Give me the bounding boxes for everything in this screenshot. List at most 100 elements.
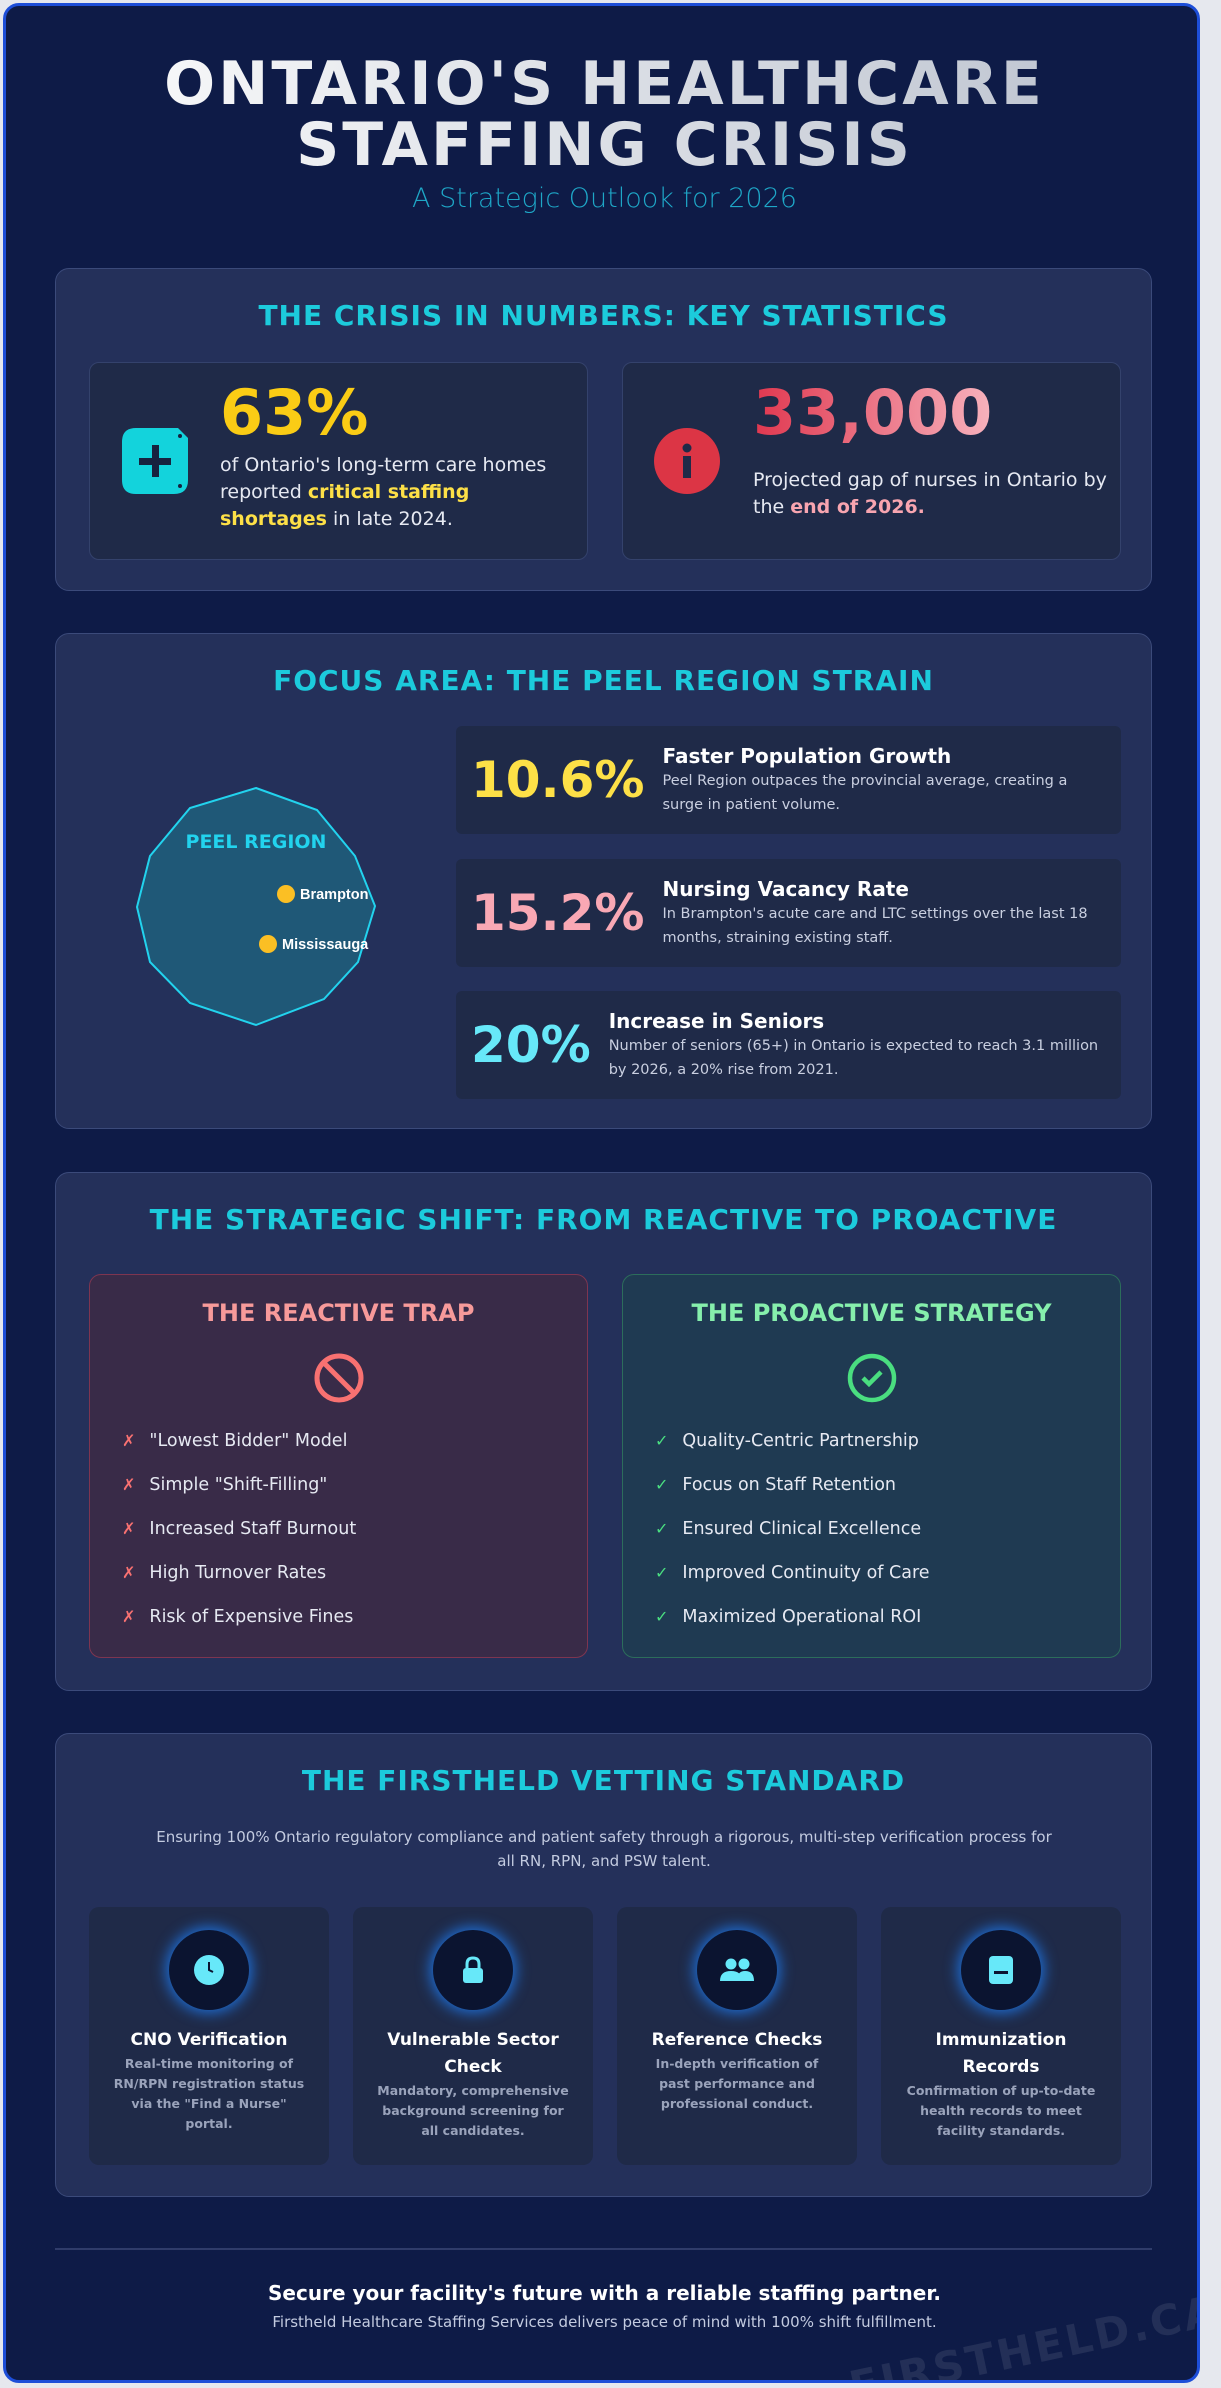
- list-item: ✗ Risk of Expensive Fines: [122, 1605, 353, 1629]
- stat-text: In Brampton's acute care and LTC setting…: [662, 905, 1088, 946]
- step-body: CNO Verification Real-time monitoring of …: [109, 2027, 309, 2134]
- region-shape: [135, 786, 377, 1027]
- section-heading: THE STRATEGIC SHIFT: FROM REACTIVE TO PR…: [149, 1203, 1058, 1236]
- icon: [122, 428, 188, 494]
- stat-text: of Ontario's long-term care homes report…: [220, 452, 580, 533]
- stat-item: 15.2% Nursing Vacancy Rate In Brampton's a…: [456, 858, 1121, 967]
- step-card: Reference Checks In-depth verification of…: [617, 1907, 857, 2165]
- proactive-box: THE PROACTIVE STRATEGY ✓ Quality-Centric …: [622, 1274, 1121, 1658]
- step-text: Real-time monitoring of RN/RPN registrat…: [113, 2056, 305, 2131]
- marker: ✗: [122, 1519, 136, 1538]
- step-card: Vulnerable Sector Check Mandatory, compre…: [353, 1907, 593, 2165]
- city-dot: [277, 885, 295, 903]
- highlight: end of 2026.: [790, 496, 925, 518]
- icon: [847, 1353, 897, 1403]
- text: in late 2024.: [326, 508, 453, 530]
- stat-value: 33,000: [753, 376, 993, 449]
- peel-section: FOCUS AREA: THE PEEL REGION STRAIN PEEL …: [55, 633, 1152, 1129]
- marker: ✓: [655, 1431, 669, 1450]
- step-title: Immunization Records: [935, 2030, 1067, 2077]
- step-body: Vulnerable Sector Check Mandatory, compre…: [373, 2027, 573, 2141]
- map-label: PEEL REGION: [186, 831, 327, 853]
- stat-item: 20% Increase in Seniors Number of seniors …: [456, 991, 1121, 1099]
- marker: ✓: [655, 1519, 669, 1538]
- step-icon: [961, 1930, 1041, 2010]
- step-text: Mandatory, comprehensive background scre…: [377, 2083, 569, 2138]
- list-text: Quality-Centric Partnership: [682, 1431, 919, 1451]
- stat-body: Increase in Seniors Number of seniors (65…: [609, 1008, 1121, 1082]
- list-text: "Lowest Bidder" Model: [149, 1431, 348, 1451]
- shift-section: THE STRATEGIC SHIFT: FROM REACTIVE TO PR…: [55, 1172, 1152, 1691]
- stat-body: Faster Population Growth Peel Region outp…: [662, 743, 1121, 817]
- marker: ✓: [655, 1563, 669, 1582]
- stat-value: 63%: [220, 376, 369, 449]
- step-icon: [433, 1930, 513, 2010]
- marker: ✗: [122, 1607, 136, 1626]
- section-heading: THE CRISIS IN NUMBERS: KEY STATISTICS: [258, 299, 949, 332]
- reactive-box: THE REACTIVE TRAP ✗ "Lowest Bidder" Model…: [89, 1274, 588, 1658]
- marker: ✗: [122, 1475, 136, 1494]
- stat-value: 20%: [471, 1016, 591, 1074]
- text: Projected gap of nurses in Ontario by th…: [753, 469, 1107, 518]
- list-text: Simple "Shift-Filling": [149, 1475, 328, 1495]
- city-dot: [259, 935, 277, 953]
- step-title: Reference Checks: [651, 2030, 823, 2050]
- title: ONTARIO'S HEALTHCARE: [6, 53, 1197, 115]
- list-text: High Turnover Rates: [149, 1563, 327, 1583]
- stat-text: Projected gap of nurses in Ontario by th…: [753, 467, 1113, 521]
- stat-heading: Nursing Vacancy Rate: [662, 876, 909, 901]
- section-heading: THE FIRSTHELD VETTING STANDARD: [301, 1764, 906, 1797]
- box-title: THE PROACTIVE STRATEGY: [691, 1299, 1052, 1327]
- list-item: ✗ Increased Staff Burnout: [122, 1517, 356, 1541]
- list-item: ✓ Improved Continuity of Care: [655, 1561, 930, 1585]
- divider: [55, 2248, 1152, 2250]
- stat-text: Peel Region outpaces the provincial aver…: [662, 773, 1068, 813]
- list-item: ✗ Simple "Shift-Filling": [122, 1473, 327, 1497]
- infographic: ONTARIO'S HEALTHCARE STAFFING CRISIS A S…: [3, 3, 1200, 2383]
- step-body: Immunization Records Confirmation of up-t…: [901, 2027, 1101, 2141]
- step-card: Immunization Records Confirmation of up-t…: [881, 1907, 1121, 2165]
- list-text: Ensured Clinical Excellence: [682, 1519, 922, 1539]
- step-icon: [697, 1930, 777, 2010]
- list-item: ✓ Maximized Operational ROI: [655, 1605, 921, 1629]
- city-label: Brampton: [300, 887, 368, 903]
- step-text: Confirmation of up-to-date health record…: [906, 2083, 1096, 2138]
- list-item: ✓ Quality-Centric Partnership: [655, 1429, 919, 1453]
- statistics-section: THE CRISIS IN NUMBERS: KEY STATISTICS 63…: [55, 268, 1152, 591]
- list-text: Increased Staff Burnout: [149, 1519, 357, 1539]
- city-label: Mississauga: [282, 937, 369, 953]
- list-text: Maximized Operational ROI: [682, 1607, 922, 1627]
- stat-value: 15.2%: [471, 883, 645, 942]
- stat-body: Nursing Vacancy Rate In Brampton's acute …: [662, 876, 1121, 950]
- list-item: ✓ Focus on Staff Retention: [655, 1473, 896, 1497]
- step-icon: [169, 1930, 249, 2010]
- highlight: critical staffing shortages: [220, 481, 470, 530]
- region-map: PEEL REGION Brampton Mississauga: [135, 786, 377, 1027]
- step-body: Reference Checks In-depth verification of…: [637, 2027, 837, 2114]
- marker: ✓: [655, 1475, 669, 1494]
- intro: Ensuring 100% Ontario regulatory complia…: [156, 1828, 1052, 1870]
- stat-card: 63% of Ontario's long-term care homes re…: [89, 362, 588, 560]
- icon: [314, 1353, 364, 1403]
- subtitle: A Strategic Outlook for 2026: [412, 183, 797, 214]
- stat-item: 10.6% Faster Population Growth Peel Region…: [456, 726, 1121, 834]
- list-text: Focus on Staff Retention: [682, 1475, 897, 1495]
- stat-heading: Increase in Seniors: [608, 1009, 825, 1033]
- footer-headline: Secure your facility's future with a rel…: [268, 2281, 941, 2305]
- title: STAFFING CRISIS: [6, 114, 1197, 176]
- text: of Ontario's long-term care homes report…: [220, 454, 547, 503]
- marker: ✗: [122, 1431, 136, 1450]
- list-item: ✗ "Lowest Bidder" Model: [122, 1429, 347, 1453]
- list-item: ✓ Ensured Clinical Excellence: [655, 1517, 921, 1541]
- footer-text: Firstheld Healthcare Staffing Services d…: [272, 2313, 937, 2331]
- step-title: Vulnerable Sector Check: [387, 2030, 559, 2077]
- stat-text: Number of seniors (65+) in Ontario is ex…: [608, 1038, 1099, 1078]
- section-heading: FOCUS AREA: THE PEEL REGION STRAIN: [273, 664, 934, 697]
- marker: ✗: [122, 1563, 136, 1582]
- step-title: CNO Verification: [130, 2030, 288, 2050]
- vetting-section: THE FIRSTHELD VETTING STANDARD Ensuring …: [55, 1733, 1152, 2197]
- list-text: Risk of Expensive Fines: [149, 1607, 354, 1627]
- step-text: In-depth verification of past performanc…: [655, 2056, 819, 2111]
